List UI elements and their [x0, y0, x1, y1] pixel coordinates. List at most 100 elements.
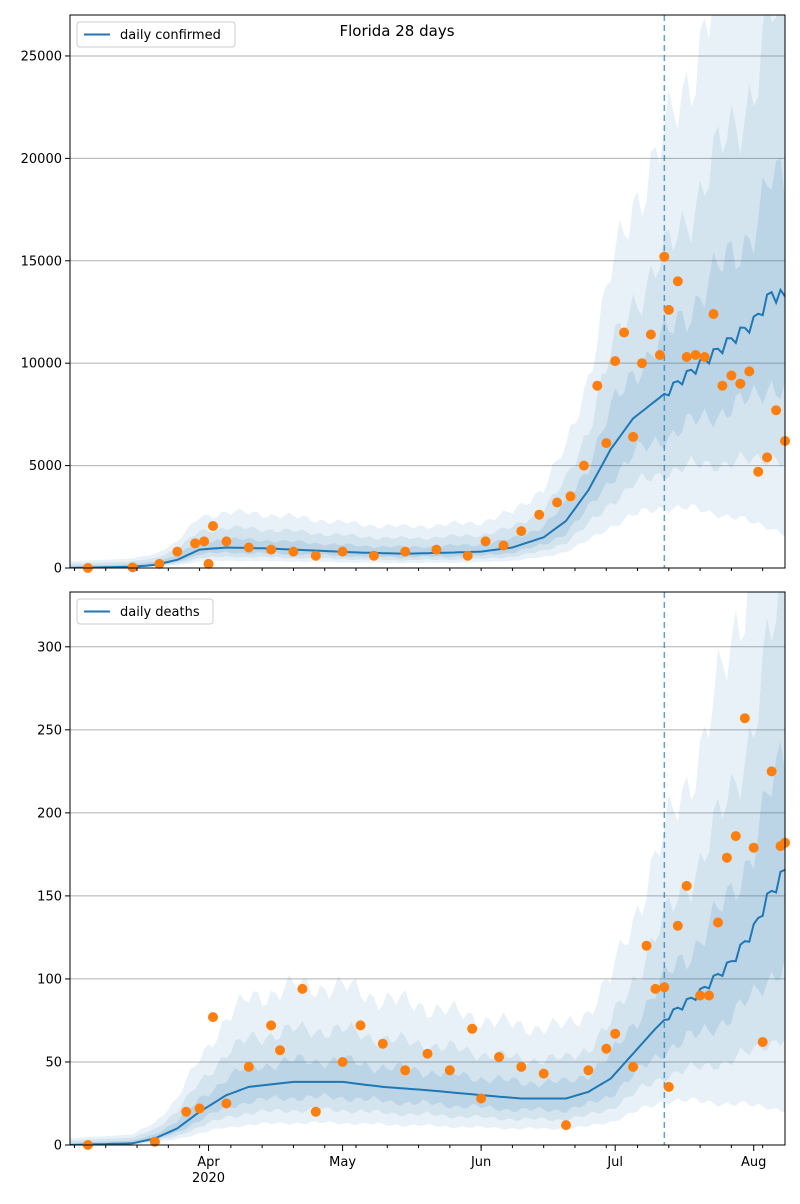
- observed-point: [730, 831, 741, 842]
- observed-point: [221, 1098, 232, 1109]
- observed-point: [476, 1093, 487, 1104]
- y-tick-label: 0: [54, 1139, 62, 1154]
- observed-point: [628, 431, 639, 442]
- y-tick-label: 15000: [21, 254, 62, 269]
- observed-point: [628, 1061, 639, 1072]
- observed-point: [154, 558, 165, 569]
- prediction-band-2: [70, 15, 785, 568]
- observed-point: [699, 352, 710, 362]
- observed-point: [659, 982, 670, 993]
- observed-point: [744, 366, 755, 377]
- observed-point: [400, 546, 411, 557]
- legend: daily deaths: [76, 598, 214, 625]
- observed-point: [431, 544, 442, 555]
- observed-point: [583, 1065, 594, 1076]
- prediction-band-3: [70, 157, 785, 568]
- observed-point: [663, 1081, 674, 1092]
- observed-point: [310, 1106, 321, 1117]
- x-tick-label: May: [329, 1155, 356, 1170]
- y-tick-label: 300: [37, 640, 62, 655]
- observed-point: [190, 538, 201, 549]
- observed-point: [467, 1023, 478, 1034]
- deaths-panel: 0 50 100 150 200 250 300 Apr 2020 May Jun Jul Aug dai…: [37, 591, 790, 1186]
- observed-point: [221, 536, 232, 547]
- observed-point: [726, 370, 737, 381]
- observed-point: [735, 378, 746, 389]
- prediction-band-1: [70, 592, 785, 1145]
- observed-point: [601, 438, 612, 449]
- observed-point: [753, 466, 764, 477]
- axes-frame: [69, 14, 786, 569]
- observed-point: [494, 1052, 504, 1062]
- observed-point: [368, 550, 379, 561]
- observed-point: [194, 1103, 205, 1114]
- observed-point: [203, 558, 214, 569]
- observed-point: [721, 852, 732, 863]
- observed-point: [592, 380, 603, 391]
- legend: daily confirmed: [76, 21, 236, 48]
- observed-point: [208, 521, 218, 531]
- observed-point: [422, 1048, 433, 1059]
- observed-point: [641, 940, 652, 951]
- observed-point: [149, 1136, 160, 1147]
- y-tick-label: 200: [37, 806, 62, 821]
- observed-point: [650, 983, 661, 994]
- observed-point: [516, 1061, 527, 1072]
- observed-point: [127, 562, 138, 573]
- legend-label: daily deaths: [120, 605, 200, 620]
- observed-point: [266, 544, 277, 555]
- y-tick-label: 0: [54, 562, 62, 577]
- observed-point: [690, 350, 701, 360]
- x-tick-label: Aug: [741, 1155, 766, 1170]
- observed-point: [400, 1065, 411, 1076]
- observed-point: [199, 536, 210, 547]
- observed-point: [462, 550, 473, 561]
- observed-point: [659, 251, 670, 262]
- observed-point: [534, 509, 545, 520]
- observed-point: [708, 309, 719, 319]
- observed-point: [766, 766, 777, 777]
- observed-point: [695, 990, 706, 1001]
- x-tick-label: Jun: [470, 1155, 491, 1170]
- observed-point: [444, 1065, 455, 1076]
- observed-point: [297, 983, 308, 994]
- observed-point: [681, 352, 692, 362]
- observed-point: [552, 497, 563, 508]
- y-tick-label: 50: [45, 1055, 62, 1070]
- y-tick-label: 20000: [21, 152, 62, 167]
- observed-point: [561, 1120, 571, 1131]
- observed-point: [480, 536, 491, 547]
- prediction-band-1: [70, 15, 785, 568]
- confirmed-panel: 0 5000 10000 15000 20000 25000 daily confirmed: [21, 14, 790, 577]
- y-tick-label: 5000: [29, 459, 62, 474]
- model-line: [70, 287, 785, 568]
- observed-point: [243, 1061, 254, 1072]
- observed-point: [771, 405, 782, 416]
- observed-point: [739, 713, 750, 724]
- observed-point: [337, 1057, 348, 1067]
- observed-point: [645, 329, 656, 340]
- observed-point: [355, 1020, 366, 1031]
- observed-point: [538, 1068, 549, 1079]
- figure-title: Florida 28 days: [339, 22, 454, 40]
- observed-point: [181, 1106, 192, 1117]
- observed-point: [275, 1045, 285, 1056]
- x-tick-label: Jul: [606, 1155, 623, 1170]
- y-tick-label: 250: [37, 723, 62, 738]
- observed-point: [663, 304, 674, 315]
- observed-point: [762, 452, 773, 463]
- observed-point: [565, 491, 576, 502]
- prediction-bands: [70, 15, 785, 568]
- observed-point: [208, 1012, 218, 1023]
- legend-box: [76, 21, 236, 48]
- observed-point: [377, 1038, 388, 1049]
- observed-point: [266, 1020, 277, 1031]
- prediction-bands: [70, 592, 785, 1145]
- observed-point: [637, 358, 647, 369]
- observed-point: [578, 460, 589, 471]
- observed-point: [654, 350, 665, 360]
- observed-point: [713, 917, 723, 928]
- observed-point: [337, 546, 348, 557]
- observed-point: [619, 327, 630, 338]
